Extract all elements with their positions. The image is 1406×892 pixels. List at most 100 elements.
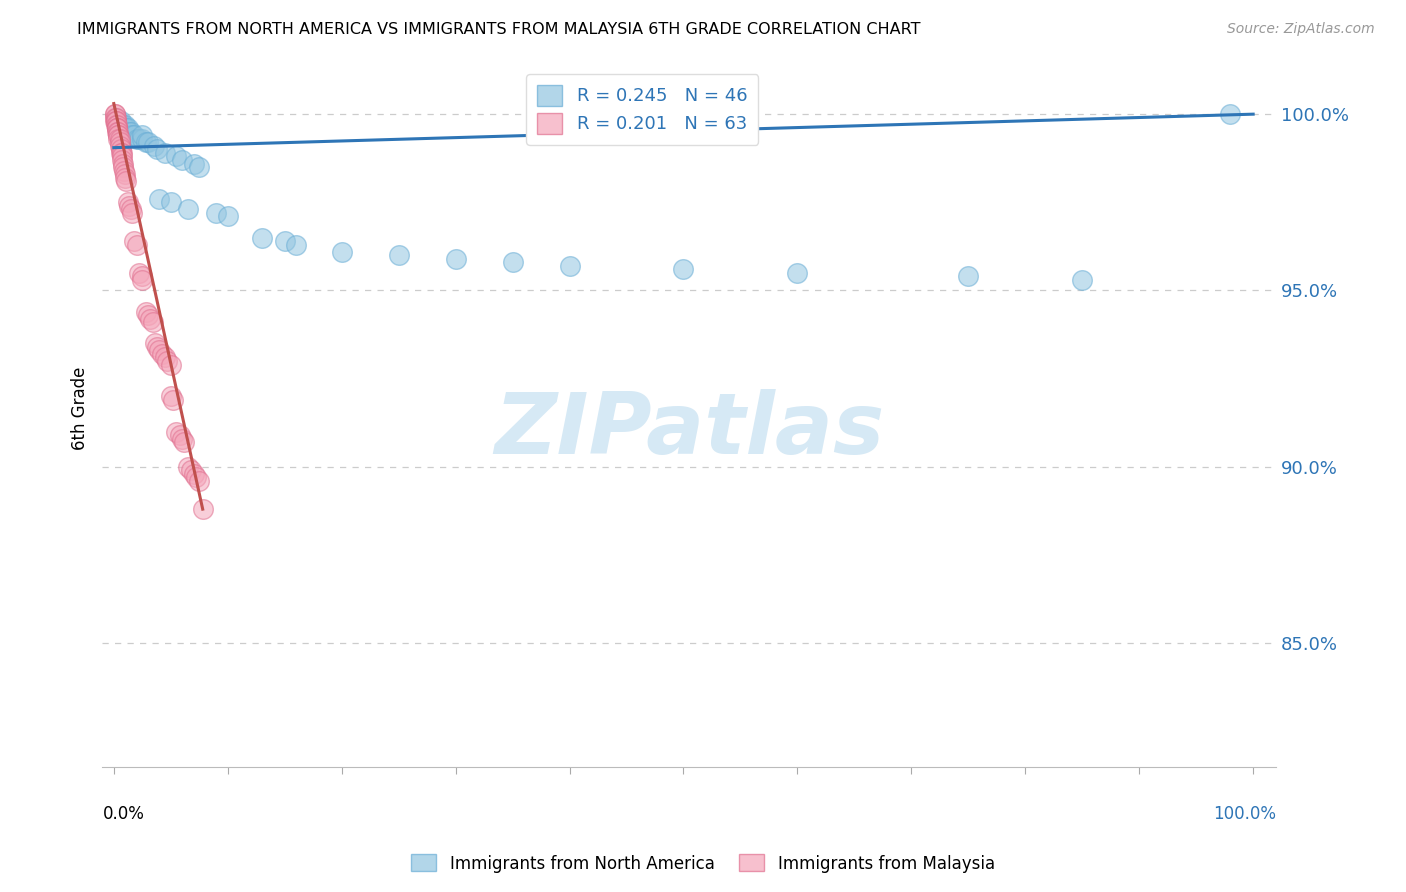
Point bbox=[107, 128, 129, 143]
Text: 0.0%: 0.0% bbox=[103, 805, 145, 823]
Point bbox=[143, 336, 166, 351]
Point bbox=[114, 121, 136, 136]
Point bbox=[135, 304, 157, 318]
Point bbox=[131, 128, 153, 143]
Point bbox=[125, 237, 148, 252]
Legend: R = 0.245   N = 46, R = 0.201   N = 63: R = 0.245 N = 46, R = 0.201 N = 63 bbox=[526, 74, 758, 145]
Point bbox=[115, 121, 138, 136]
Point bbox=[124, 128, 146, 143]
Point bbox=[128, 132, 150, 146]
Point bbox=[104, 114, 127, 128]
Point bbox=[121, 128, 143, 143]
Point bbox=[117, 125, 139, 139]
Point bbox=[177, 459, 200, 474]
Point bbox=[111, 118, 134, 132]
Text: ZIPatlas: ZIPatlas bbox=[494, 389, 884, 472]
Point bbox=[139, 311, 162, 326]
Point bbox=[183, 467, 205, 481]
Point bbox=[786, 266, 808, 280]
Point bbox=[159, 358, 181, 372]
Point bbox=[108, 118, 131, 132]
Point bbox=[672, 262, 695, 277]
Point bbox=[148, 192, 170, 206]
Point bbox=[159, 195, 181, 210]
Point bbox=[502, 255, 524, 269]
Point bbox=[184, 470, 207, 484]
Point bbox=[169, 428, 191, 442]
Point bbox=[111, 153, 134, 167]
Point bbox=[285, 237, 308, 252]
Point bbox=[115, 174, 138, 188]
Point bbox=[274, 234, 297, 248]
Point bbox=[957, 269, 980, 284]
Point bbox=[110, 145, 132, 160]
Point bbox=[146, 340, 169, 354]
Text: Source: ZipAtlas.com: Source: ZipAtlas.com bbox=[1227, 22, 1375, 37]
Point bbox=[156, 354, 179, 368]
Point bbox=[104, 111, 127, 125]
Point bbox=[107, 114, 129, 128]
Point bbox=[108, 139, 131, 153]
Point bbox=[111, 145, 134, 160]
Point bbox=[188, 160, 211, 174]
Point bbox=[105, 118, 128, 132]
Point bbox=[250, 230, 273, 244]
Point bbox=[217, 210, 239, 224]
Point bbox=[150, 347, 173, 361]
Text: 100.0%: 100.0% bbox=[1213, 805, 1277, 823]
Point bbox=[128, 266, 150, 280]
Point bbox=[117, 121, 139, 136]
Point bbox=[1219, 107, 1241, 121]
Text: IMMIGRANTS FROM NORTH AMERICA VS IMMIGRANTS FROM MALAYSIA 6TH GRADE CORRELATION : IMMIGRANTS FROM NORTH AMERICA VS IMMIGRA… bbox=[77, 22, 921, 37]
Point bbox=[124, 234, 146, 248]
Point bbox=[111, 156, 134, 170]
Point bbox=[1071, 273, 1094, 287]
Point bbox=[111, 160, 134, 174]
Point bbox=[117, 195, 139, 210]
Point bbox=[159, 389, 181, 403]
Point bbox=[111, 118, 134, 132]
Point bbox=[330, 244, 353, 259]
Point bbox=[104, 107, 127, 121]
Point bbox=[104, 107, 127, 121]
Point bbox=[105, 121, 128, 136]
Point bbox=[120, 125, 142, 139]
Point bbox=[121, 206, 143, 220]
Point bbox=[105, 111, 128, 125]
Point bbox=[107, 132, 129, 146]
Point bbox=[108, 132, 131, 146]
Point bbox=[180, 463, 202, 477]
Point bbox=[166, 149, 188, 163]
Point bbox=[125, 132, 148, 146]
Point bbox=[114, 167, 136, 181]
Point bbox=[105, 114, 128, 128]
Point bbox=[110, 143, 132, 157]
Point bbox=[120, 202, 142, 217]
Point bbox=[114, 170, 136, 185]
Point bbox=[444, 252, 467, 266]
Point bbox=[105, 114, 128, 128]
Point bbox=[105, 118, 128, 132]
Point bbox=[108, 136, 131, 150]
Point bbox=[105, 121, 128, 136]
Point bbox=[131, 132, 153, 146]
Point bbox=[135, 136, 157, 150]
Point bbox=[114, 118, 136, 132]
Point bbox=[112, 121, 135, 136]
Point bbox=[107, 128, 129, 143]
Point bbox=[558, 259, 581, 273]
Point bbox=[131, 269, 153, 284]
Point bbox=[166, 425, 188, 439]
Point bbox=[162, 392, 184, 407]
Point bbox=[177, 202, 200, 217]
Point bbox=[105, 121, 128, 136]
Point bbox=[191, 502, 214, 516]
Point bbox=[112, 163, 135, 178]
Point bbox=[131, 273, 153, 287]
Point bbox=[110, 114, 132, 128]
Point bbox=[153, 145, 176, 160]
Point bbox=[105, 125, 128, 139]
Point bbox=[111, 149, 134, 163]
Point bbox=[105, 111, 128, 125]
Point bbox=[172, 153, 194, 167]
